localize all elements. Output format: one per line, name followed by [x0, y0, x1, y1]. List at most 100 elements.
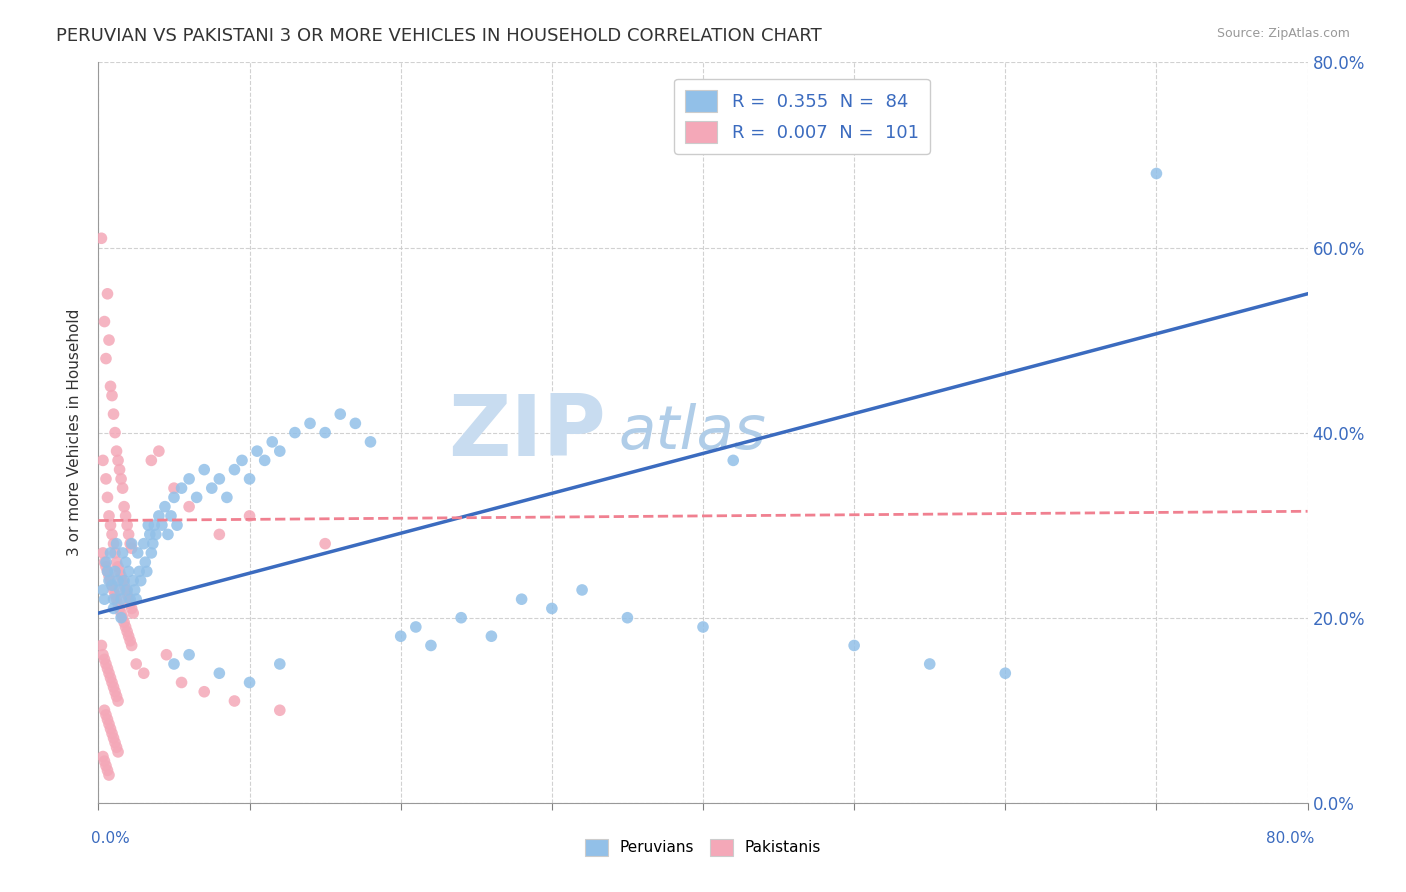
- Point: [110, 610, 132, 624]
- Point: [90, 231, 112, 245]
- Point: [170, 675, 193, 690]
- Point: [450, 610, 472, 624]
- Point: [329, 407, 352, 421]
- Point: [360, 434, 382, 449]
- Point: [103, 592, 125, 607]
- Point: [844, 639, 866, 653]
- Point: [142, 536, 165, 550]
- Text: 80.0%: 80.0%: [1267, 831, 1315, 846]
- Point: [120, 633, 142, 648]
- Point: [108, 565, 131, 579]
- Point: [103, 582, 125, 597]
- Point: [107, 574, 129, 588]
- Point: [118, 527, 141, 541]
- Point: [103, 536, 125, 550]
- Point: [94, 351, 117, 366]
- Point: [163, 481, 186, 495]
- Point: [101, 388, 124, 402]
- Point: [571, 582, 593, 597]
- Point: [141, 546, 163, 560]
- Point: [179, 472, 201, 486]
- Point: [105, 444, 128, 458]
- Point: [389, 629, 412, 643]
- Point: [103, 680, 125, 694]
- Point: [994, 666, 1017, 681]
- Point: [148, 444, 170, 458]
- Point: [93, 314, 115, 328]
- Point: [132, 536, 155, 550]
- Point: [723, 453, 745, 467]
- Point: [420, 639, 443, 653]
- Point: [918, 657, 941, 671]
- Point: [112, 578, 135, 592]
- Point: [120, 592, 142, 607]
- Y-axis label: 3 or more Vehicles in Household: 3 or more Vehicles in Household: [67, 309, 83, 557]
- Point: [284, 425, 307, 440]
- Point: [224, 462, 246, 476]
- Point: [96, 662, 118, 676]
- Point: [98, 574, 121, 588]
- Point: [108, 601, 131, 615]
- Point: [101, 675, 124, 690]
- Point: [616, 610, 638, 624]
- Point: [692, 620, 714, 634]
- Point: [246, 444, 269, 458]
- Point: [129, 574, 152, 588]
- Point: [98, 666, 121, 681]
- Point: [96, 286, 118, 301]
- Text: PERUVIAN VS PAKISTANI 3 OR MORE VEHICLES IN HOUSEHOLD CORRELATION CHART: PERUVIAN VS PAKISTANI 3 OR MORE VEHICLES…: [56, 27, 823, 45]
- Point: [105, 592, 128, 607]
- Point: [481, 629, 503, 643]
- Point: [143, 518, 166, 533]
- Point: [127, 546, 149, 560]
- Point: [105, 536, 128, 550]
- Point: [231, 453, 253, 467]
- Point: [110, 472, 132, 486]
- Point: [134, 555, 156, 569]
- Point: [540, 601, 562, 615]
- Point: [93, 703, 115, 717]
- Point: [124, 582, 146, 597]
- Point: [114, 620, 136, 634]
- Point: [163, 491, 186, 505]
- Point: [155, 648, 177, 662]
- Point: [110, 569, 132, 583]
- Point: [90, 639, 112, 653]
- Point: [114, 508, 136, 523]
- Point: [239, 508, 262, 523]
- Point: [262, 434, 284, 449]
- Point: [107, 694, 129, 708]
- Point: [108, 582, 131, 597]
- Point: [150, 518, 173, 533]
- Point: [93, 592, 115, 607]
- Point: [269, 703, 291, 717]
- Point: [344, 417, 367, 431]
- Point: [107, 597, 129, 611]
- Point: [96, 491, 118, 505]
- Point: [115, 518, 138, 533]
- Point: [224, 694, 246, 708]
- Point: [103, 601, 125, 615]
- Point: [104, 685, 127, 699]
- Point: [110, 592, 132, 607]
- Point: [115, 588, 138, 602]
- Text: ZIP: ZIP: [449, 391, 606, 475]
- Point: [91, 648, 114, 662]
- Point: [104, 736, 127, 750]
- Point: [107, 453, 129, 467]
- Point: [118, 629, 141, 643]
- Point: [170, 481, 193, 495]
- Point: [101, 578, 124, 592]
- Point: [118, 592, 141, 607]
- Point: [91, 453, 114, 467]
- Point: [104, 546, 127, 560]
- Point: [94, 559, 117, 574]
- Point: [101, 578, 124, 592]
- Point: [93, 652, 115, 666]
- Point: [122, 606, 145, 620]
- Point: [114, 555, 136, 569]
- Point: [91, 582, 114, 597]
- Point: [94, 707, 117, 722]
- Point: [153, 500, 176, 514]
- Point: [141, 453, 163, 467]
